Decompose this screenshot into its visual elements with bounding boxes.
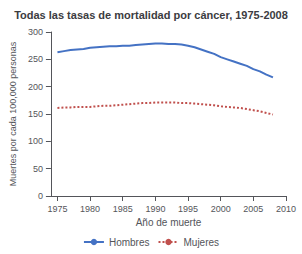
svg-text:Hombres: Hombres — [109, 237, 150, 248]
svg-text:Muertes por cada 100,000 perso: Muertes por cada 100,000 personas — [8, 41, 18, 186]
svg-text:300: 300 — [28, 27, 43, 37]
svg-text:2005: 2005 — [243, 204, 263, 214]
svg-text:Año de muerte: Año de muerte — [136, 217, 202, 228]
svg-text:1985: 1985 — [113, 204, 133, 214]
svg-text:100: 100 — [28, 136, 43, 146]
svg-text:250: 250 — [28, 54, 43, 64]
svg-text:2010: 2010 — [276, 204, 296, 214]
svg-text:1975: 1975 — [47, 204, 67, 214]
svg-text:Todas las tasas de mortalidad: Todas las tasas de mortalidad por cáncer… — [14, 9, 288, 21]
svg-text:150: 150 — [28, 109, 43, 119]
svg-text:200: 200 — [28, 82, 43, 92]
svg-text:1995: 1995 — [178, 204, 198, 214]
svg-text:0: 0 — [38, 191, 43, 201]
svg-text:2000: 2000 — [211, 204, 231, 214]
svg-text:50: 50 — [33, 164, 43, 174]
svg-text:1990: 1990 — [145, 204, 165, 214]
svg-text:1980: 1980 — [80, 204, 100, 214]
svg-text:Mujeres: Mujeres — [184, 237, 220, 248]
